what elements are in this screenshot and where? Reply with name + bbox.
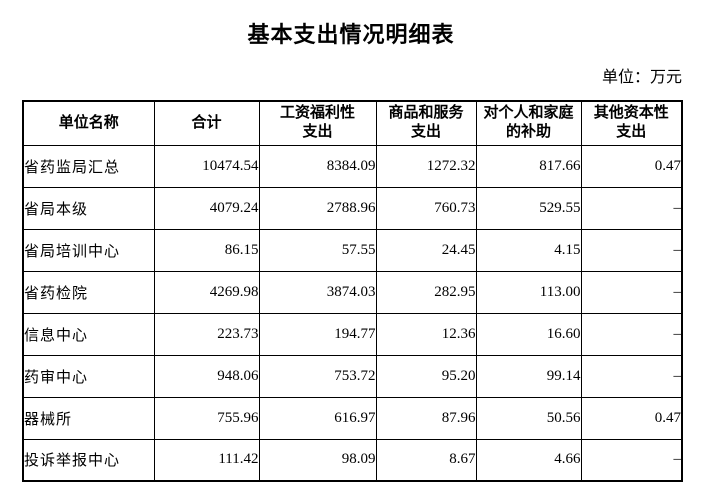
unit-name-cell: 省药监局汇总 (22, 144, 155, 188)
value-cell: 50.56 (475, 396, 582, 440)
value-cell: 529.55 (475, 186, 582, 230)
column-header-line: 对个人和家庭 (483, 105, 574, 122)
value-cell: 817.66 (475, 144, 582, 188)
table-row: 省局培训中心 86.15 57.55 24.45 4.15– (22, 228, 683, 272)
value-cell: – (580, 186, 683, 230)
unit-name-cell: 信息中心 (22, 312, 155, 356)
value-cell: 24.45 (375, 228, 477, 272)
value-cell: 753.72 (258, 354, 377, 398)
value-cell: 95.20 (375, 354, 477, 398)
unit-name-cell: 药审中心 (22, 354, 155, 398)
unit-name-cell: 省局本级 (22, 186, 155, 230)
value-cell: 4269.98 (153, 270, 260, 314)
column-header-line: 其他资本性 (593, 105, 669, 122)
value-cell: 194.77 (258, 312, 377, 356)
value-cell: 113.00 (475, 270, 582, 314)
value-cell: 4079.24 (153, 186, 260, 230)
page-title: 基本支出情况明细表 (247, 22, 455, 47)
header-row: 单位名称 合计 工资福利性 支出 商品和服务 支出 对个人和家庭 的补助 (22, 100, 683, 146)
value-cell: – (580, 312, 683, 356)
expenditure-table: 单位名称 合计 工资福利性 支出 商品和服务 支出 对个人和家庭 的补助 (22, 100, 683, 482)
unit-name-cell: 投诉举报中心 (22, 438, 155, 482)
value-cell: – (580, 438, 683, 482)
column-header-line: 商品和服务 (388, 105, 464, 122)
value-cell: 57.55 (258, 228, 377, 272)
value-cell: – (580, 228, 683, 272)
column-header-line: 合计 (191, 114, 222, 131)
value-cell: 0.47 (580, 144, 683, 188)
column-header-other-capital: 其他资本性 支出 (580, 100, 683, 146)
table-row: 省药监局汇总 10474.54 8384.09 1272.32 817.66 0.47 (22, 144, 683, 188)
column-header-line: 工资福利性 (279, 105, 355, 122)
value-cell: 16.60 (475, 312, 582, 356)
column-header-total: 合计 (153, 100, 260, 146)
value-cell: 282.95 (375, 270, 477, 314)
value-cell: 755.96 (153, 396, 260, 440)
value-cell: 8384.09 (258, 144, 377, 188)
column-header-individual-family-subsidy: 对个人和家庭 的补助 (475, 100, 582, 146)
column-header-wage-welfare: 工资福利性 支出 (258, 100, 377, 146)
value-cell: 760.73 (375, 186, 477, 230)
column-header-line: 的补助 (505, 124, 551, 141)
unit-name-cell: 省药检院 (22, 270, 155, 314)
value-cell: 2788.96 (258, 186, 377, 230)
value-cell: 8.67 (375, 438, 477, 482)
column-header-unit-name: 单位名称 (22, 100, 155, 146)
column-header-goods-services: 商品和服务 支出 (375, 100, 477, 146)
value-cell: 3874.03 (258, 270, 377, 314)
value-cell: – (580, 354, 683, 398)
value-cell: 12.36 (375, 312, 477, 356)
column-header-line: 单位名称 (58, 114, 119, 131)
unit-name-cell: 器械所 (22, 396, 155, 440)
value-cell: 87.96 (375, 396, 477, 440)
table-row: 省局本级 4079.24 2788.96 760.73 529.55– (22, 186, 683, 230)
unit-name-cell: 省局培训中心 (22, 228, 155, 272)
value-cell: 86.15 (153, 228, 260, 272)
value-cell: 10474.54 (153, 144, 260, 188)
value-cell: 98.09 (258, 438, 377, 482)
value-cell: – (580, 270, 683, 314)
column-header-line: 支出 (302, 124, 333, 141)
value-cell: 0.47 (580, 396, 683, 440)
value-cell: 111.42 (153, 438, 260, 482)
column-header-line: 支出 (616, 124, 647, 141)
value-cell: 948.06 (153, 354, 260, 398)
value-cell: 4.66 (475, 438, 582, 482)
table-row: 投诉举报中心 111.42 98.09 8.67 4.66– (22, 438, 683, 482)
value-cell: 99.14 (475, 354, 582, 398)
value-cell: 223.73 (153, 312, 260, 356)
value-cell: 1272.32 (375, 144, 477, 188)
table-row: 器械所 755.96 616.97 87.96 50.56 0.47 (22, 396, 683, 440)
table-row: 省药检院 4269.98 3874.03 282.95 113.00– (22, 270, 683, 314)
value-cell: 616.97 (258, 396, 377, 440)
table-row: 药审中心 948.06 753.72 95.20 99.14– (22, 354, 683, 398)
table-row: 信息中心 223.73 194.77 12.36 16.60– (22, 312, 683, 356)
column-header-line: 支出 (410, 124, 441, 141)
unit-label: 单位：万元 (601, 69, 682, 86)
value-cell: 4.15 (475, 228, 582, 272)
